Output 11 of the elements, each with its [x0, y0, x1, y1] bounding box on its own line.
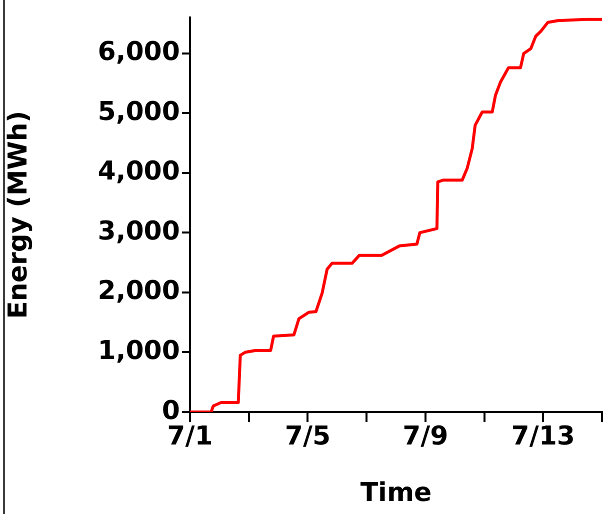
x-tick-label: 7/13 [511, 421, 576, 452]
y-axis-title: Energy (MWh) [3, 110, 34, 319]
x-axis-title: Time [360, 478, 432, 508]
y-tick-label: 2,000 [98, 276, 180, 306]
y-tick-label: 3,000 [98, 216, 180, 246]
y-tick-label: 5,000 [98, 96, 180, 127]
x-tick-label: 7/9 [402, 421, 448, 452]
y-tick-label: 6,000 [98, 37, 180, 68]
x-tick-label: 7/5 [284, 421, 331, 452]
y-tick-label: 4,000 [98, 156, 180, 187]
y-tick-label: 1,000 [98, 336, 180, 366]
